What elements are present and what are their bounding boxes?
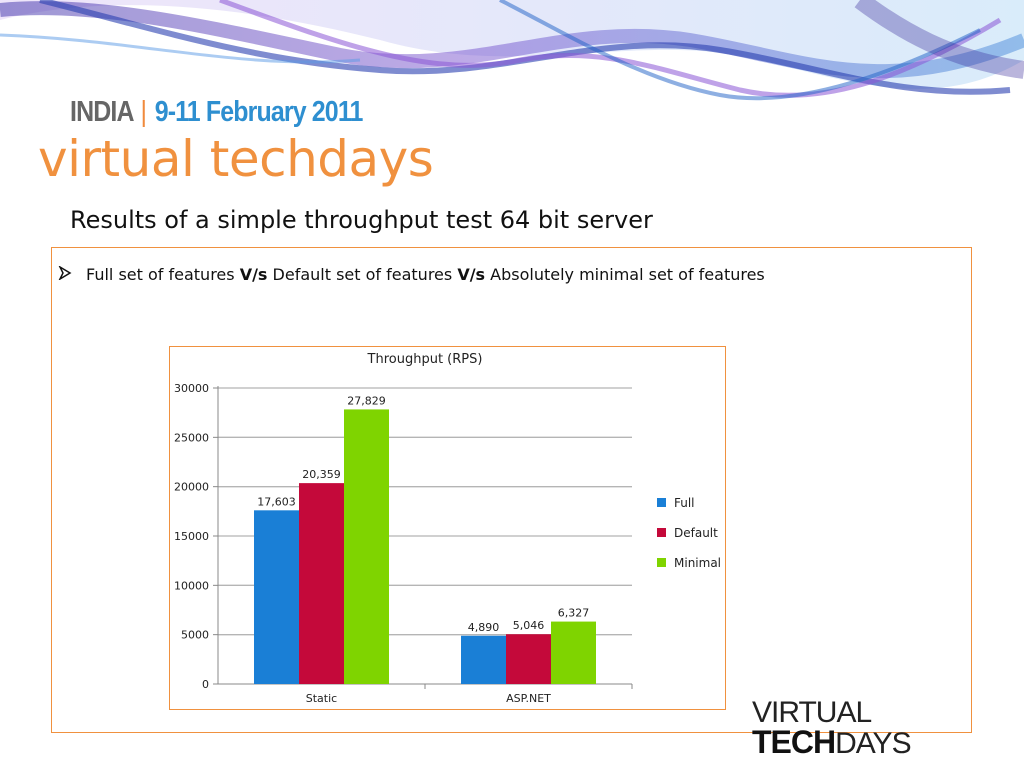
legend-swatch-default [657,528,666,537]
bar-minimal-static [344,409,389,684]
bullet-text-full: Full set of features [86,265,240,284]
x-category-label: ASP.NET [506,692,551,705]
logo-line-techdays: TECHDAYS [752,724,911,755]
logo-line-virtual: VIRTUAL [752,696,871,729]
y-tick-label: 30000 [174,382,209,395]
brand-title: virtual techdays [38,130,434,188]
bar-minimal-aspnet [551,621,596,684]
content-box: Full set of features V/s Default set of … [51,247,972,733]
chart-title: Throughput (RPS) [367,352,483,367]
event-separator: | [140,96,147,128]
bullet-point: Full set of features V/s Default set of … [58,265,765,284]
legend-label-minimal: Minimal [674,556,721,570]
event-dates: 9-11 February 2011 [154,96,364,128]
bullet-vs-1: V/s [239,265,268,284]
data-label: 5,046 [513,619,545,632]
y-tick-label: 10000 [174,579,209,592]
y-tick-label: 15000 [174,530,209,543]
throughput-chart: Throughput (RPS) 0 5000 10000 15000 20000 250… [174,352,721,705]
virtual-techdays-logo: VIRTUAL TECHDAYS [752,696,912,755]
x-category-label: Static [306,692,337,705]
data-label: 20,359 [302,468,341,481]
header-banner [0,0,1024,101]
bar-default-static [299,483,344,684]
data-label: 6,327 [558,607,590,620]
y-tick-label: 25000 [174,431,209,444]
bar-default-aspnet [506,634,551,684]
y-tick-label: 20000 [174,481,209,494]
data-label: 4,890 [468,621,500,634]
logo-tech: TECH [752,724,835,755]
bar-full-static [254,510,299,684]
bar-full-aspnet [461,635,506,684]
legend-label-full: Full [674,496,695,510]
legend-label-default: Default [674,526,718,540]
legend-swatch-full [657,498,666,507]
slide-title: Results of a simple throughput test 64 b… [70,206,653,234]
y-tick-label: 5000 [181,629,209,642]
bullet-vs-2: V/s [457,265,486,284]
logo-days: DAYS [835,727,910,755]
data-label: 17,603 [257,495,296,508]
y-tick-label: 0 [202,678,209,691]
legend-swatch-minimal [657,558,666,567]
event-dateline: INDIA | 9-11 February 2011 [70,96,364,129]
bullet-text-default: Default set of features [267,265,458,284]
chart-frame: Throughput (RPS) 0 5000 10000 15000 20000 250… [169,346,726,710]
arrow-bullet-icon [58,265,86,284]
bullet-text-minimal: Absolutely minimal set of features [485,265,765,284]
data-label: 27,829 [347,394,386,407]
event-country: INDIA [70,96,134,128]
